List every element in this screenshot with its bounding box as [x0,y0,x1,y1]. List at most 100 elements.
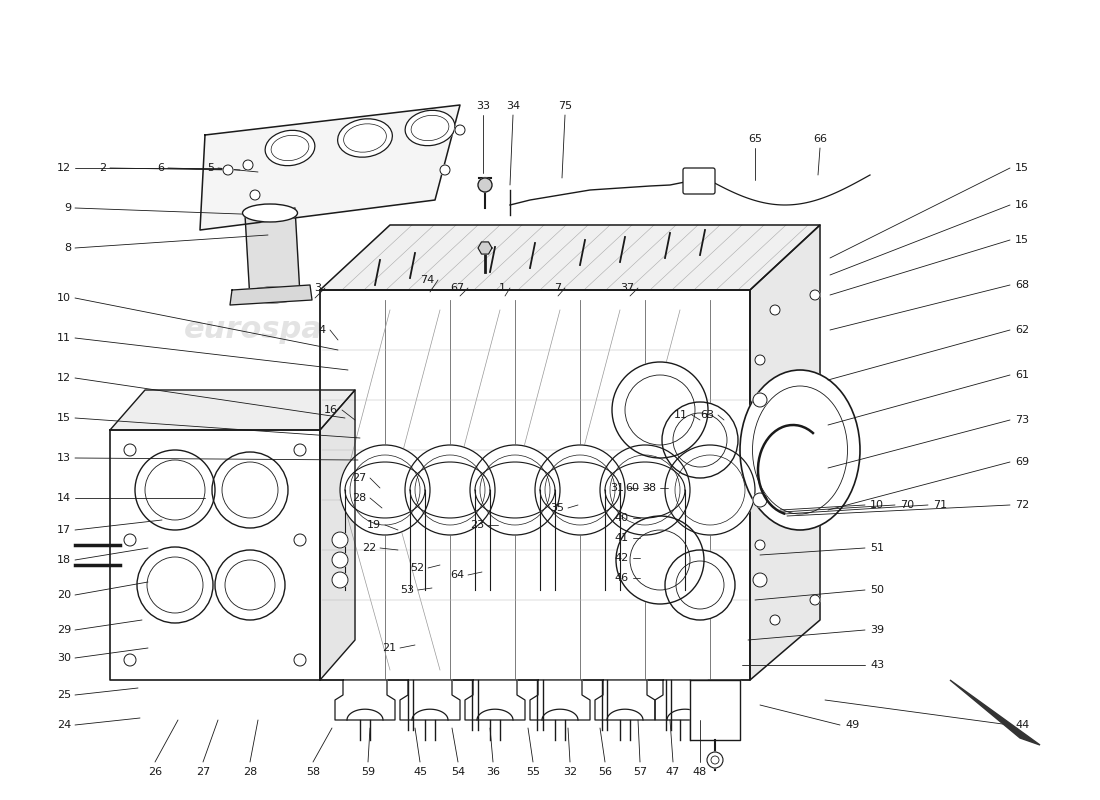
Text: 6: 6 [157,163,164,173]
Text: 27: 27 [352,473,366,483]
Text: 32: 32 [563,767,578,777]
Text: 8: 8 [64,243,72,253]
Text: 10: 10 [870,500,884,510]
Circle shape [616,516,704,604]
Text: 26: 26 [147,767,162,777]
Polygon shape [320,225,820,290]
Ellipse shape [338,118,393,158]
Circle shape [250,190,260,200]
Circle shape [754,573,767,587]
Text: 18: 18 [57,555,72,565]
Text: 28: 28 [352,493,366,503]
Circle shape [124,654,136,666]
Polygon shape [750,225,820,680]
Circle shape [754,393,767,407]
Text: 59: 59 [361,767,375,777]
Text: 14: 14 [57,493,72,503]
Text: 68: 68 [1015,280,1030,290]
Circle shape [770,615,780,625]
Text: 15: 15 [57,413,72,423]
Circle shape [754,493,767,507]
Circle shape [478,178,492,192]
Polygon shape [320,290,750,680]
Text: 17: 17 [57,525,72,535]
Text: 27: 27 [196,767,210,777]
Polygon shape [465,680,525,720]
Text: 1: 1 [499,283,506,293]
Text: 70: 70 [900,500,914,510]
Text: 46: 46 [615,573,629,583]
Circle shape [294,534,306,546]
Circle shape [612,362,708,458]
Circle shape [755,355,764,365]
Text: 65: 65 [748,134,762,144]
Text: 51: 51 [870,543,884,553]
Circle shape [810,595,820,605]
Text: eurospares: eurospares [604,315,796,345]
Circle shape [470,445,560,535]
Text: 53: 53 [400,585,414,595]
Text: 9: 9 [64,203,72,213]
Circle shape [666,550,735,620]
Text: 37: 37 [620,283,634,293]
Text: eurospares: eurospares [443,415,637,445]
Text: 24: 24 [57,720,72,730]
Polygon shape [950,680,1040,745]
Circle shape [600,445,690,535]
Circle shape [124,444,136,456]
Circle shape [340,445,430,535]
Text: 45: 45 [412,767,427,777]
Text: 16: 16 [324,405,338,415]
Text: 7: 7 [554,283,561,293]
Polygon shape [530,680,590,720]
Text: 16: 16 [1015,200,1028,210]
Text: 20: 20 [57,590,72,600]
Text: 13: 13 [57,453,72,463]
Text: 30: 30 [57,653,72,663]
Text: 12: 12 [57,373,72,383]
Polygon shape [245,208,300,300]
Text: 15: 15 [1015,163,1028,173]
Text: 22: 22 [362,543,376,553]
Circle shape [666,445,755,535]
Text: 48: 48 [693,767,707,777]
Text: 60: 60 [625,483,639,493]
Text: 4: 4 [319,325,326,335]
Text: 28: 28 [243,767,257,777]
Circle shape [440,165,450,175]
Text: 50: 50 [870,585,884,595]
Ellipse shape [405,110,455,146]
Text: 38: 38 [642,483,656,493]
Circle shape [755,540,764,550]
Text: 72: 72 [1015,500,1030,510]
Text: 52: 52 [410,563,424,573]
Polygon shape [654,680,715,720]
Circle shape [332,552,348,568]
Text: 23: 23 [470,520,484,530]
Polygon shape [478,242,492,254]
Circle shape [770,305,780,315]
Text: 49: 49 [845,720,859,730]
Text: 74: 74 [420,275,434,285]
Text: 31: 31 [610,483,624,493]
Text: 57: 57 [632,767,647,777]
Text: 19: 19 [367,520,381,530]
Circle shape [138,547,213,623]
Polygon shape [110,390,355,430]
Polygon shape [400,680,460,720]
Circle shape [662,402,738,478]
Circle shape [124,534,136,546]
Ellipse shape [265,130,315,166]
Polygon shape [336,680,395,720]
Text: 41: 41 [615,533,629,543]
Circle shape [243,160,253,170]
Polygon shape [110,430,320,680]
Polygon shape [200,105,460,230]
Circle shape [212,452,288,528]
Polygon shape [690,680,740,740]
Polygon shape [230,285,312,305]
Circle shape [707,752,723,768]
Text: 75: 75 [558,101,572,111]
Text: 3: 3 [314,283,321,293]
Circle shape [294,444,306,456]
